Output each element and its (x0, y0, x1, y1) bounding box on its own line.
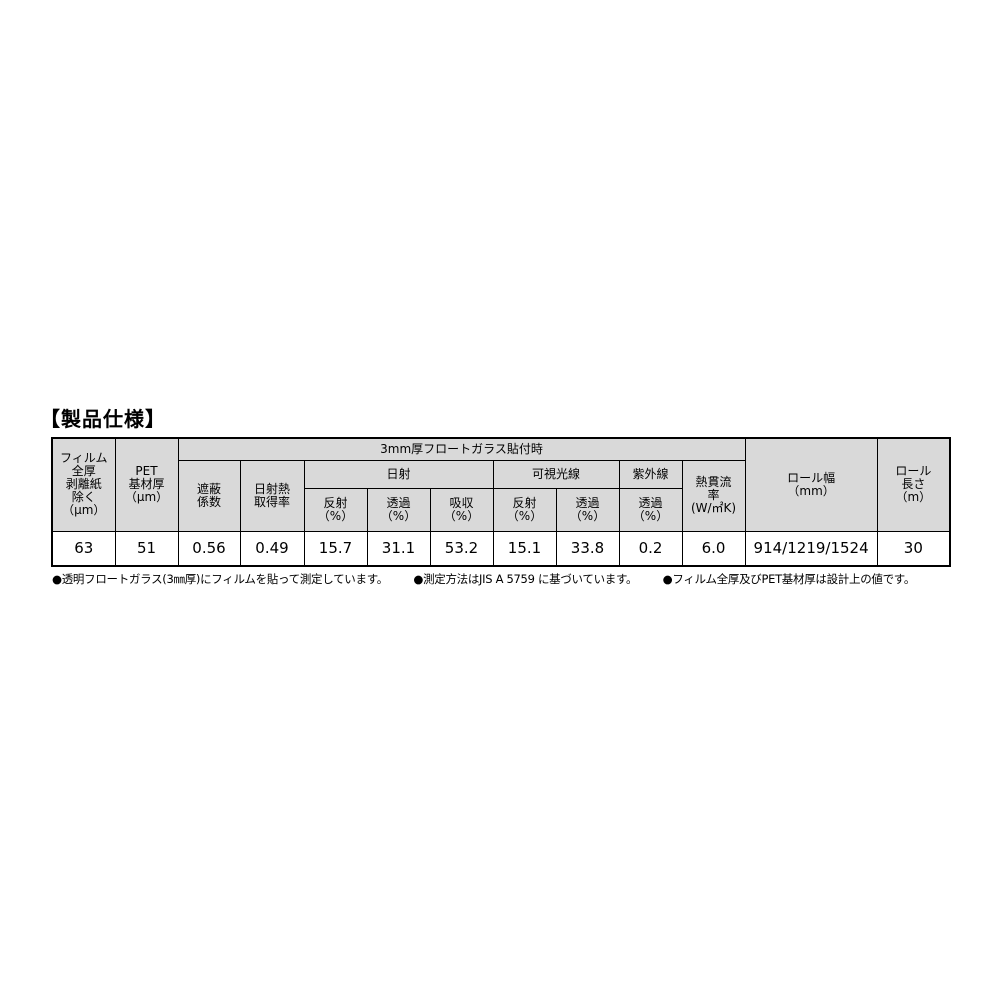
header-pet-thickness: PET 基材厚 （μm） (114, 437, 179, 532)
cell-shading-coefficient: 0.56 (177, 530, 241, 566)
cell-visible-reflect: 15.1 (492, 530, 557, 566)
header-visible: 可視光線 (492, 459, 620, 489)
note: ●測定方法はJIS A 5759 に基づいています。 (413, 572, 638, 586)
header-solar-absorb: 吸収 （%） (429, 487, 494, 532)
header-glass-group: 3mm厚フロートガラス貼付時 (177, 437, 746, 461)
header-visible-reflect: 反射 （%） (492, 487, 557, 532)
cell-roll-width: 914/1219/1524 (744, 530, 878, 566)
cell-visible-transmit: 33.8 (555, 530, 620, 566)
cell-uv-transmit: 0.2 (618, 530, 683, 566)
section-title: 【製品仕様】 (40, 407, 166, 431)
header-solar-heat-gain: 日射熱 取得率 (239, 459, 305, 532)
header-visible-transmit: 透過 （%） (555, 487, 620, 532)
cell-solar-transmit: 31.1 (366, 530, 431, 566)
cell-solar-absorb: 53.2 (429, 530, 494, 566)
cell-film-thickness: 63 (51, 530, 116, 566)
header-film-thickness: フィルム 全厚 剥離紙 除く （μm） (51, 437, 116, 532)
header-shading-coefficient: 遮蔽 係数 (177, 459, 241, 532)
notes: ●透明フロートガラス(3㎜厚)にフィルムを貼って測定しています。 ●測定方法はJ… (52, 571, 937, 587)
cell-solar-heat-gain: 0.49 (239, 530, 305, 566)
header-u-value: 熱貫流 率 (W/㎡K) (681, 459, 746, 532)
header-solar-transmit: 透過 （%） (366, 487, 431, 532)
header-uv: 紫外線 (618, 459, 683, 489)
header-roll-width: ロール幅 （mm） (744, 437, 878, 532)
cell-roll-length: 30 (876, 530, 951, 566)
cell-solar-reflect: 15.7 (303, 530, 368, 566)
header-solar: 日射 (303, 459, 494, 489)
header-solar-reflect: 反射 （%） (303, 487, 368, 532)
cell-pet-thickness: 51 (114, 530, 179, 566)
header-roll-length: ロール 長さ （m） (876, 437, 951, 532)
table-row: 63 51 0.56 0.49 15.7 31.1 53.2 15.1 33.8… (51, 530, 951, 566)
note: ●透明フロートガラス(3㎜厚)にフィルムを貼って測定しています。 (52, 572, 388, 586)
header-uv-transmit: 透過 （%） (618, 487, 683, 532)
note: ●フィルム全厚及びPET基材厚は設計上の値です。 (662, 572, 916, 586)
spec-table: フィルム 全厚 剥離紙 除く （μm） PET 基材厚 （μm） 3mm厚フロー… (51, 437, 952, 567)
cell-u-value: 6.0 (681, 530, 746, 566)
